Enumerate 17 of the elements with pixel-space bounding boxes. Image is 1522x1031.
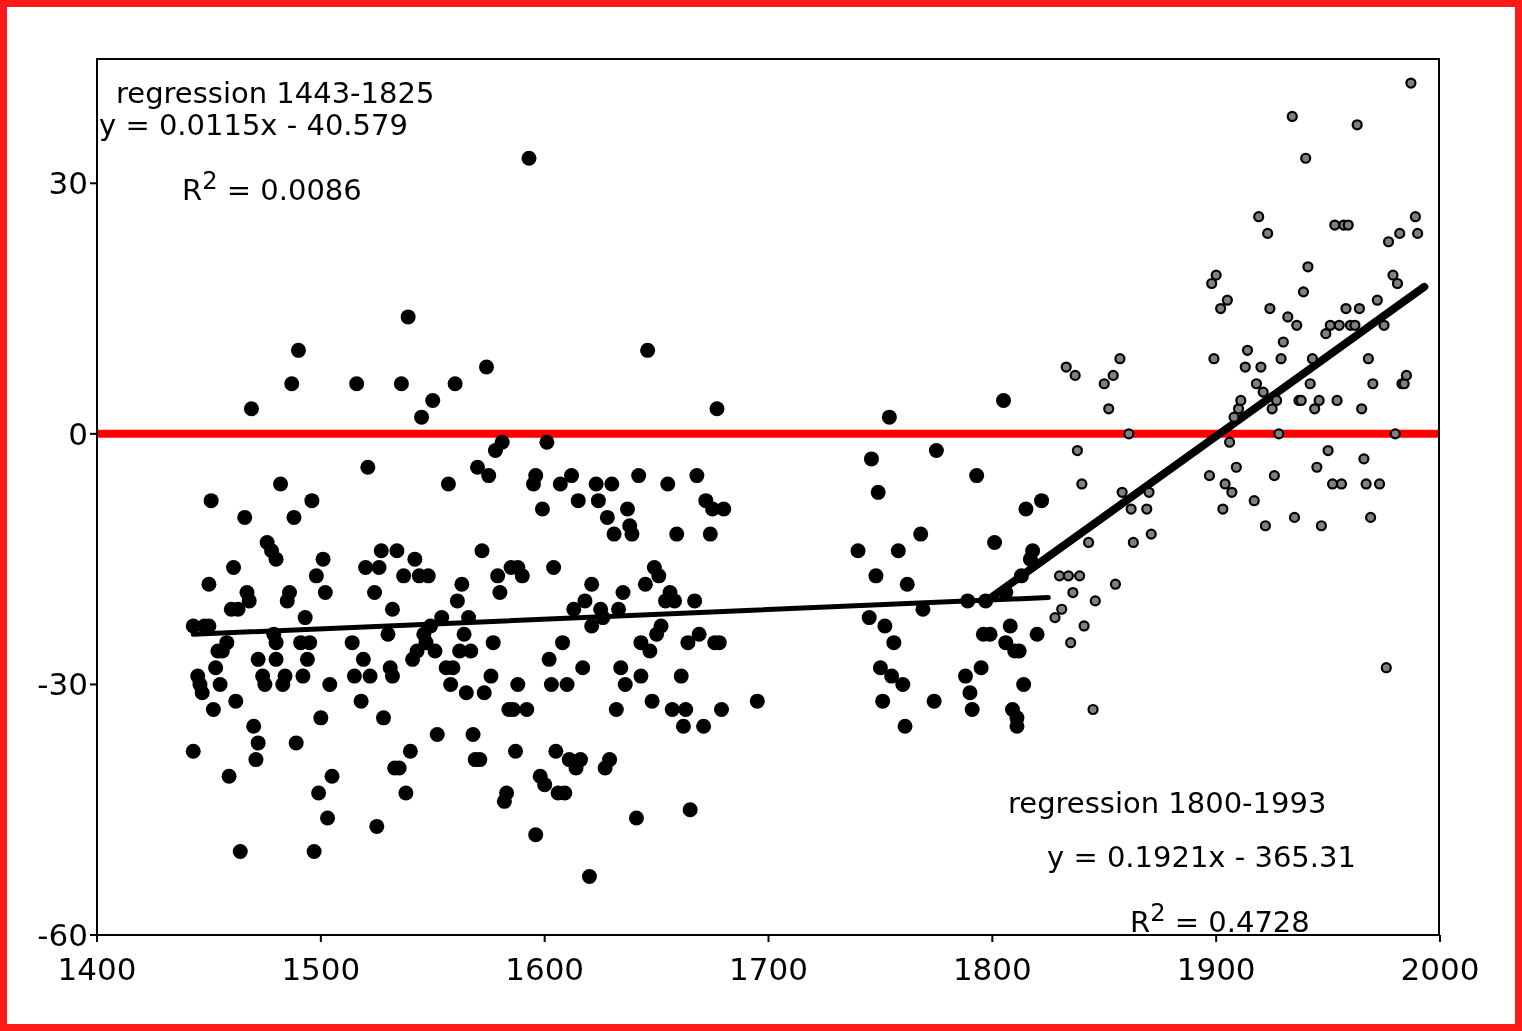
- x-tick-label: 2000: [1400, 951, 1480, 988]
- annotation: regression 1443-1825: [116, 76, 435, 110]
- x-tick-label: 1800: [952, 951, 1032, 988]
- x-tick-label: 1700: [729, 951, 808, 988]
- y-tick-label: 0: [68, 415, 88, 452]
- annotation: regression 1800-1993: [1008, 786, 1327, 820]
- annotation: R$^{2}$ = 0.4728: [1130, 899, 1310, 939]
- x-tick-label: 1900: [1176, 951, 1256, 988]
- annotation: y = 0.1921x - 365.31: [1047, 840, 1356, 874]
- y-tick-label: -30: [37, 666, 88, 703]
- annotation: y = 0.0115x - 40.579: [99, 108, 408, 142]
- y-tick-label: -60: [37, 917, 88, 954]
- annotation: R$^{2}$ = 0.0086: [182, 167, 362, 207]
- x-tick-label: 1600: [505, 951, 585, 988]
- x-tick-label: 1400: [57, 951, 137, 988]
- x-tick-label: 1500: [281, 951, 361, 988]
- y-tick-label: 30: [48, 165, 88, 202]
